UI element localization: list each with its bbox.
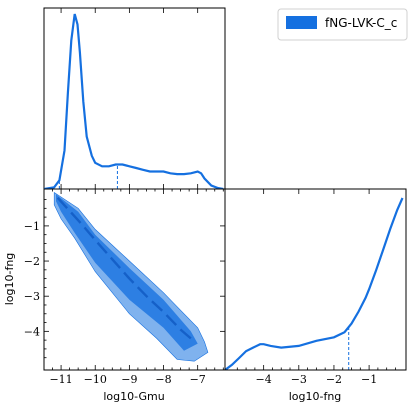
gmu-tick-label: −8 — [155, 373, 171, 386]
gmu-tick-label: −10 — [84, 373, 107, 386]
fng-tick-label-x: −3 — [291, 373, 307, 386]
fng-tick-label-y: −2 — [24, 255, 40, 268]
fng-tick-label-y: −4 — [24, 325, 40, 338]
fng-tick-label-y: −3 — [24, 290, 40, 303]
gmu-marginal-curve — [44, 13, 224, 189]
fng-tick-label-x: −4 — [256, 373, 272, 386]
gmu-tick-label: −7 — [190, 373, 206, 386]
fng-tick-label-x: −2 — [326, 373, 342, 386]
panel-fng-marginal — [224, 188, 407, 371]
y-axis-label-fng: log10-fng — [3, 253, 16, 306]
panel-joint — [43, 188, 226, 371]
panel-gmu-marginal — [43, 7, 226, 190]
joint-contour-inner — [56, 194, 198, 351]
axis-ticks: −11 −10 −9 −8 −7 −4 −4 −3 −3 −2 −2 −1 −1 — [24, 8, 396, 386]
legend: fNG-LVK-C_c — [277, 8, 408, 41]
panel-fng-marginal-frame — [224, 188, 407, 371]
legend-swatch — [286, 16, 317, 29]
joint-ridge-line — [56, 196, 192, 340]
legend-label: fNG-LVK-C_c — [325, 16, 397, 30]
gmu-tick-label: −11 — [49, 373, 72, 386]
fng-tick-label-x: −1 — [361, 373, 377, 386]
fng-marginal-curve — [225, 197, 404, 370]
x-axis-label-gmu: log10-Gmu — [103, 390, 164, 403]
x-axis-label-fng: log10-fng — [289, 390, 342, 403]
fng-tick-label-y: −1 — [24, 220, 40, 233]
gmu-tick-label: −9 — [121, 373, 137, 386]
